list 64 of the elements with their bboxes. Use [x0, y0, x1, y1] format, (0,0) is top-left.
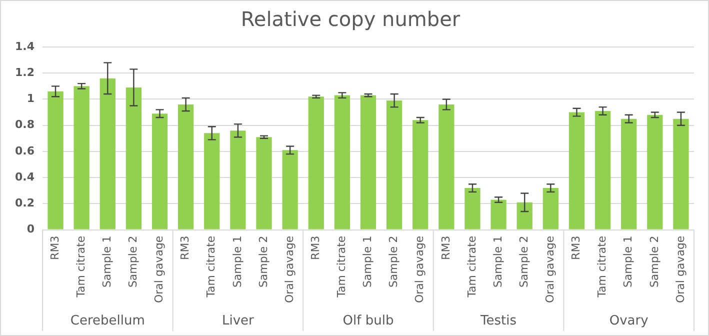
bar — [490, 200, 506, 230]
y-tick-label: 1.4 — [14, 40, 35, 53]
text: Testis — [480, 313, 517, 328]
x-tick-label: RM3 — [308, 236, 322, 260]
x-tick-label: Oral gavage — [674, 236, 687, 304]
x-tick-label: Sample 1 — [361, 236, 374, 288]
chart-title: Relative copy number — [240, 7, 461, 32]
bar — [204, 133, 220, 230]
bar — [334, 95, 350, 230]
bar — [178, 104, 194, 230]
x-tick-label: Sample 1 — [100, 236, 114, 288]
bar — [438, 104, 454, 230]
x-tick-label: Tam citrate — [465, 236, 478, 298]
x-tick-label: Sample 2 — [517, 236, 530, 288]
bar — [568, 112, 585, 230]
y-tick-label: 1 — [26, 92, 34, 106]
x-tick-label: Sample 2 — [256, 236, 270, 288]
x-tick-label: Sample 2 — [126, 236, 140, 288]
bar — [673, 118, 689, 230]
x-tick-label: RM3 — [178, 236, 192, 260]
bar — [412, 120, 428, 230]
x-tick-label: Sample 1 — [230, 236, 244, 288]
bar — [256, 137, 272, 230]
x-tick-label: Tam citrate — [74, 236, 88, 298]
x-tick-label: RM3 — [439, 236, 452, 260]
text: Liver — [222, 313, 255, 328]
bar — [594, 110, 611, 230]
text: Olf bulb — [342, 313, 394, 328]
bar — [386, 100, 402, 230]
x-tick-label: Sample 1 — [491, 236, 504, 288]
bar — [516, 202, 532, 230]
bar — [74, 86, 90, 230]
x-tick-label: Tam citrate — [335, 236, 348, 298]
x-tick-label: Sample 2 — [648, 236, 661, 288]
text: Cerebellum — [70, 313, 145, 328]
x-tick-label: RM3 — [570, 236, 583, 260]
bar — [100, 78, 116, 230]
bar — [464, 188, 480, 230]
y-tick-label: 0 — [26, 222, 35, 236]
x-tick-label: Oral gavage — [282, 236, 296, 304]
x-tick-label: Oral gavage — [152, 236, 166, 304]
bar — [360, 95, 376, 230]
bar — [542, 188, 558, 230]
y-tick-label: 0.4 — [14, 170, 35, 184]
bar — [621, 118, 637, 230]
x-tick-label: Tam citrate — [596, 236, 609, 298]
bar — [308, 96, 324, 230]
y-tick-label: 0.2 — [14, 196, 34, 210]
bar — [48, 91, 64, 230]
bar — [647, 114, 663, 230]
y-tick-label: 0.8 — [14, 118, 34, 132]
y-tick-label: 0.6 — [14, 144, 35, 158]
x-tick-label: Oral gavage — [413, 236, 426, 304]
bar — [282, 150, 298, 230]
x-tick-label: RM3 — [48, 236, 62, 260]
x-tick-label: Sample 1 — [622, 236, 635, 288]
y-tick-label: 1.2 — [14, 66, 34, 79]
text: Ovary — [609, 313, 649, 328]
x-tick-label: Oral gavage — [544, 236, 557, 304]
x-tick-label: Sample 2 — [387, 236, 400, 288]
bar — [230, 130, 246, 230]
x-tick-label: Tam citrate — [204, 236, 218, 298]
bar — [152, 114, 168, 230]
bar — [126, 87, 142, 230]
